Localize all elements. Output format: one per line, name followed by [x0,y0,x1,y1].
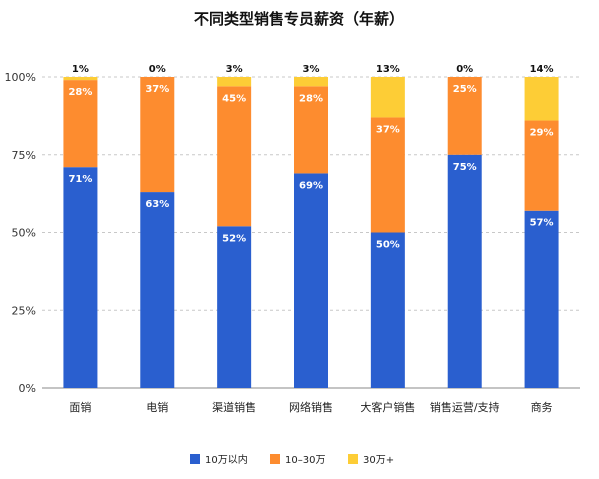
bars [63,77,559,388]
bar-segment [63,167,98,388]
bar-segment [63,77,98,81]
bar-segment [447,154,482,388]
data-label: 45% [222,93,246,104]
bar-segment [447,77,482,155]
bar-segment [294,86,328,174]
legend-swatch [348,454,358,464]
y-tick-label: 50% [12,227,36,240]
bar-segment [294,173,328,388]
bar-segment [217,77,252,87]
bar-segment [217,86,252,227]
legend-swatch [190,454,200,464]
category-labels: 面销 电销 渠道销售 网络销售 大客户销售 销售运营/支持 商务 [69,400,552,414]
data-label: 50% [376,240,400,251]
bar-segment [63,80,98,168]
legend-label: 10–30万 [285,455,325,466]
legend-label: 10万以内 [205,453,248,466]
category-label: 销售运营/支持 [430,400,500,414]
y-tick-label: 25% [12,304,36,317]
data-label: 28% [68,87,92,98]
data-label-top: 1% [72,64,89,75]
category-label: 面销 [69,400,91,414]
data-label: 28% [299,93,323,104]
bar-segment [370,232,405,388]
data-label: 71% [68,174,92,185]
data-label: 37% [145,84,169,95]
legend: 10万以内 10–30万 30万+ [190,453,394,466]
data-label-top: 3% [226,64,243,75]
bar-segment [140,192,175,388]
data-label-top: 13% [376,64,400,75]
data-label-top: 3% [303,64,320,75]
y-tick-label: 100% [5,71,36,84]
data-label: 69% [299,180,323,191]
bar-segment [370,77,405,118]
bar-segment [524,210,559,388]
data-label: 37% [376,124,400,135]
data-label: 63% [145,199,169,210]
data-label: 57% [530,218,554,229]
data-label: 29% [530,128,554,139]
data-label-top: 0% [149,64,166,75]
bar-segment [524,120,559,211]
category-label: 大客户销售 [360,400,415,414]
data-label: 52% [222,233,246,244]
bar-segment [294,77,328,87]
chart-title: 不同类型销售专员薪资（年薪） [194,10,404,28]
category-label: 网络销售 [289,400,333,414]
legend-swatch [270,454,280,464]
category-label: 商务 [531,400,553,414]
category-label: 电销 [146,400,168,414]
data-label-top: 14% [530,64,554,75]
y-tick-label: 75% [12,149,36,162]
y-tick-label: 0% [19,382,36,395]
category-label: 渠道销售 [212,400,256,414]
bar-segment [217,226,252,388]
data-label-top: 0% [456,64,473,75]
data-labels: 71% 28% 1% 63% 37% 0% 52% 45% 3% 69% 28% 3% 50% 37% 13… [68,64,553,251]
bar-segment [370,117,405,233]
data-label: 25% [453,84,477,95]
bar-segment [140,77,175,193]
legend-label: 30万+ [363,455,394,466]
bar-segment [524,77,559,121]
data-label: 75% [453,162,477,173]
